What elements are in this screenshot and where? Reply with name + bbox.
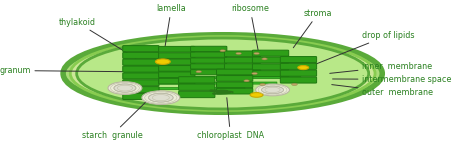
Ellipse shape [77, 38, 369, 109]
FancyBboxPatch shape [252, 50, 289, 56]
FancyBboxPatch shape [217, 82, 253, 88]
Text: stroma: stroma [293, 9, 332, 48]
Text: chloroplast  DNA: chloroplast DNA [197, 98, 264, 140]
FancyBboxPatch shape [125, 77, 301, 79]
Circle shape [244, 80, 249, 82]
Circle shape [196, 71, 201, 73]
FancyBboxPatch shape [179, 77, 215, 83]
FancyBboxPatch shape [225, 70, 261, 76]
Text: thylakoid: thylakoid [58, 18, 136, 58]
FancyBboxPatch shape [123, 66, 159, 72]
FancyBboxPatch shape [217, 88, 253, 94]
FancyBboxPatch shape [123, 80, 159, 86]
Text: intermembrane space: intermembrane space [333, 75, 451, 84]
Text: lamella: lamella [156, 4, 186, 47]
FancyBboxPatch shape [252, 64, 289, 70]
FancyBboxPatch shape [252, 71, 289, 77]
Circle shape [220, 50, 226, 52]
FancyBboxPatch shape [225, 51, 261, 57]
FancyBboxPatch shape [123, 93, 159, 100]
Circle shape [292, 83, 297, 85]
FancyBboxPatch shape [123, 52, 159, 59]
FancyBboxPatch shape [123, 59, 159, 65]
Circle shape [236, 52, 241, 55]
Circle shape [298, 66, 309, 70]
Ellipse shape [142, 91, 180, 105]
FancyBboxPatch shape [159, 59, 195, 65]
FancyBboxPatch shape [123, 46, 159, 52]
Circle shape [252, 72, 257, 75]
FancyBboxPatch shape [125, 66, 313, 68]
Text: granum: granum [0, 66, 124, 75]
Text: inner  membrane: inner membrane [330, 62, 432, 73]
Ellipse shape [108, 82, 142, 95]
Circle shape [155, 59, 170, 64]
Ellipse shape [63, 35, 382, 112]
Text: drop of lipids: drop of lipids [312, 31, 415, 66]
FancyBboxPatch shape [123, 87, 159, 93]
FancyBboxPatch shape [225, 64, 261, 69]
FancyBboxPatch shape [125, 60, 309, 62]
FancyBboxPatch shape [159, 72, 195, 78]
FancyBboxPatch shape [225, 57, 261, 63]
FancyBboxPatch shape [217, 69, 253, 75]
FancyBboxPatch shape [179, 91, 215, 98]
FancyBboxPatch shape [159, 78, 195, 84]
FancyBboxPatch shape [159, 66, 195, 71]
FancyBboxPatch shape [191, 58, 227, 63]
FancyBboxPatch shape [191, 70, 227, 75]
FancyBboxPatch shape [280, 70, 317, 76]
FancyBboxPatch shape [191, 52, 227, 57]
FancyBboxPatch shape [125, 82, 277, 84]
Text: starch  granule: starch granule [82, 100, 148, 140]
Text: ribosome: ribosome [231, 4, 269, 51]
Circle shape [260, 83, 265, 85]
FancyBboxPatch shape [125, 71, 309, 73]
FancyBboxPatch shape [125, 87, 245, 90]
Circle shape [254, 52, 259, 55]
FancyBboxPatch shape [252, 57, 289, 63]
FancyBboxPatch shape [191, 64, 227, 69]
Ellipse shape [114, 84, 136, 92]
FancyBboxPatch shape [280, 57, 317, 63]
Ellipse shape [70, 36, 375, 111]
Ellipse shape [148, 93, 173, 102]
FancyBboxPatch shape [217, 76, 253, 81]
FancyBboxPatch shape [123, 73, 159, 79]
Circle shape [250, 93, 263, 97]
FancyBboxPatch shape [280, 63, 317, 69]
Circle shape [262, 58, 267, 60]
FancyBboxPatch shape [191, 46, 227, 51]
Ellipse shape [262, 86, 283, 94]
FancyBboxPatch shape [159, 53, 195, 59]
FancyBboxPatch shape [159, 46, 195, 52]
FancyBboxPatch shape [280, 77, 317, 83]
Ellipse shape [255, 84, 290, 96]
FancyBboxPatch shape [179, 84, 215, 90]
Text: outer  membrane: outer membrane [332, 85, 433, 97]
